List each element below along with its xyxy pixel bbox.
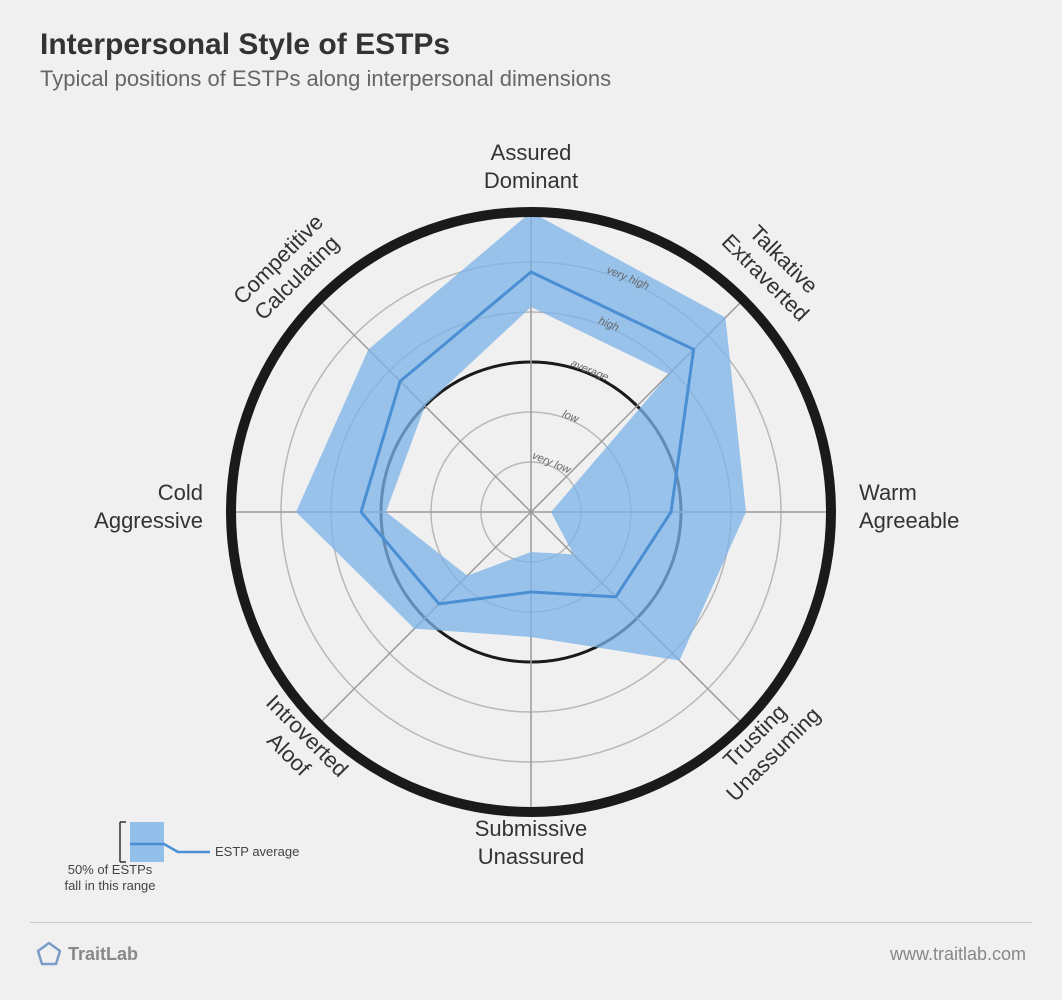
brand-url: www.traitlab.com	[890, 944, 1026, 965]
radar-chart: very lowlowaveragehighvery highAssuredDo…	[0, 102, 1062, 922]
brand-name: TraitLab	[68, 944, 138, 965]
svg-text:ESTP average: ESTP average	[215, 844, 299, 859]
svg-text:average: average	[569, 357, 610, 383]
chart-subtitle: Typical positions of ESTPs along interpe…	[40, 66, 1022, 92]
svg-text:Unassured: Unassured	[478, 844, 584, 869]
svg-text:Aggressive: Aggressive	[94, 508, 203, 533]
footer: TraitLab www.traitlab.com	[30, 922, 1032, 967]
chart-title: Interpersonal Style of ESTPs	[40, 28, 1022, 62]
svg-text:fall in this range: fall in this range	[64, 878, 155, 893]
svg-text:50% of ESTPs: 50% of ESTPs	[68, 862, 153, 877]
svg-text:Agreeable: Agreeable	[859, 508, 959, 533]
brand-logo-icon	[36, 941, 62, 967]
svg-text:Assured: Assured	[491, 140, 572, 165]
svg-text:Dominant: Dominant	[484, 168, 578, 193]
svg-text:Cold: Cold	[158, 480, 203, 505]
svg-text:Submissive: Submissive	[475, 816, 587, 841]
svg-text:very low: very low	[530, 450, 573, 477]
brand: TraitLab	[36, 941, 138, 967]
svg-text:Warm: Warm	[859, 480, 917, 505]
